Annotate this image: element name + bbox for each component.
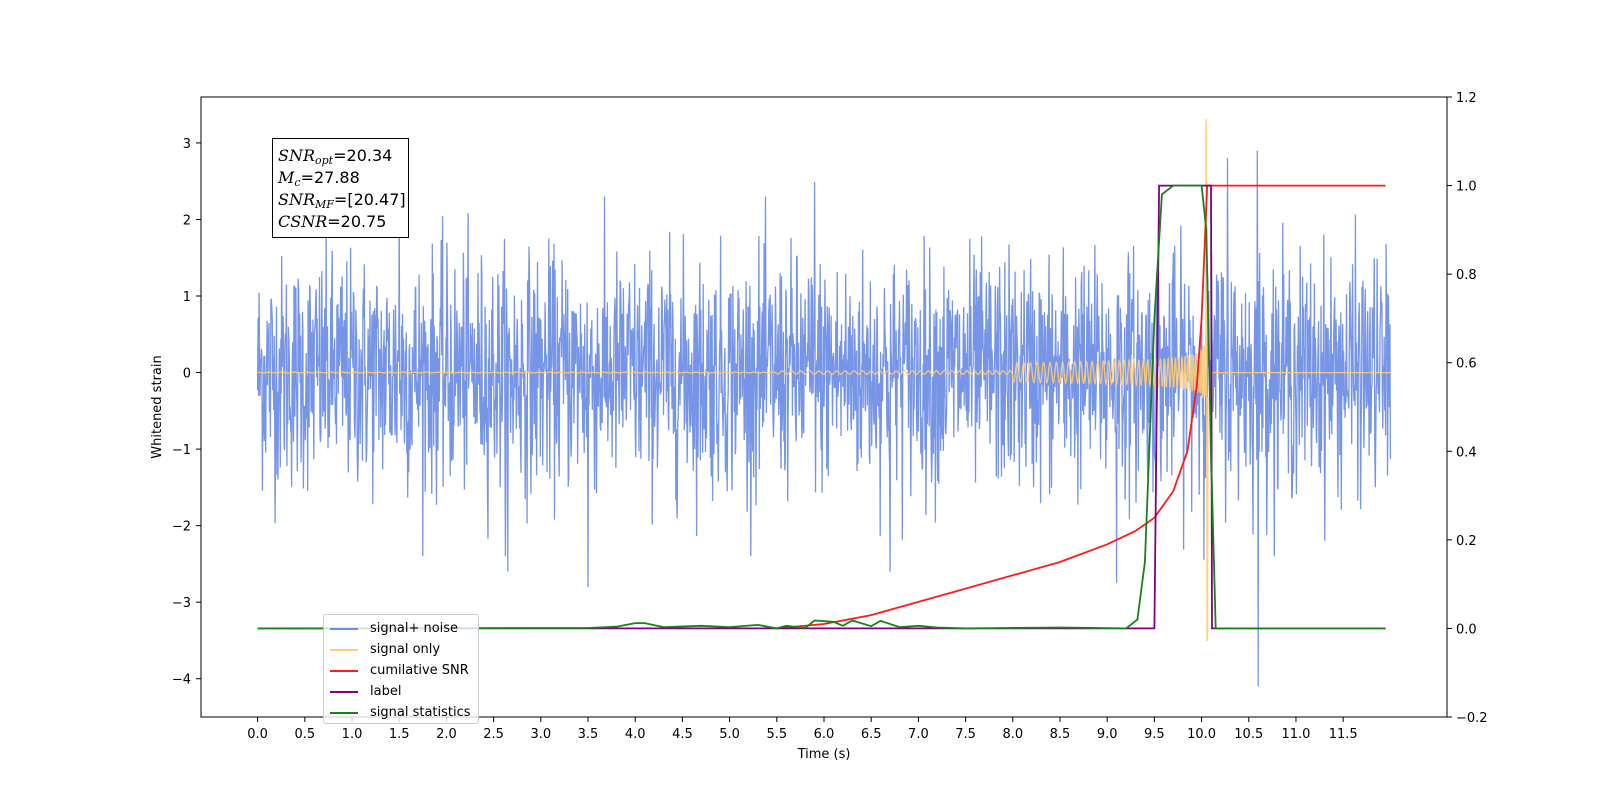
mc-value: =27.88 (300, 168, 360, 187)
x-tick-label: 7.0 (908, 727, 929, 742)
x-tick-label: 2.5 (483, 727, 504, 742)
series-signal-statistics-line (257, 184, 1386, 630)
stats-annotation-box: SNRopt=20.34 Mc=27.88 SNRMF=[20.47] CSNR… (272, 138, 409, 238)
x-tick-label: 11.5 (1329, 727, 1358, 742)
x-tick-label: 4.0 (625, 727, 646, 742)
x-tick-label: 11.0 (1281, 727, 1310, 742)
x-tick-label: 2.0 (436, 727, 457, 742)
x-tick-label: 1.5 (389, 727, 410, 742)
y2-tick-label: −0.2 (1456, 711, 1488, 726)
y2-tick-label: 0.0 (1456, 622, 1477, 637)
y-tick-label: −3 (172, 596, 191, 611)
x-tick-label: 9.0 (1097, 727, 1118, 742)
series-signal-only-line (257, 119, 1391, 642)
x-tick-label: 9.5 (1144, 727, 1165, 742)
legend-label: label (370, 684, 402, 699)
y-tick-label: 1 (183, 290, 191, 305)
legend-label: cumilative SNR (370, 663, 469, 678)
legend-label: signal statistics (370, 705, 471, 720)
y-tick-label: 2 (183, 213, 191, 228)
legend-swatch-signal-statistics (330, 711, 358, 714)
y2-tick-label: 1.0 (1456, 180, 1477, 195)
y2-tick-label: 0.2 (1456, 534, 1477, 549)
y-tick-label: −1 (172, 443, 191, 458)
x-tick-label: 3.5 (578, 727, 599, 742)
legend: signal+ noise signal only cumilative SNR… (323, 614, 479, 724)
y2-tick-label: 0.8 (1456, 268, 1477, 283)
snr-mf-value: =[20.47] (333, 190, 406, 209)
legend-label: signal only (370, 642, 441, 657)
x-tick-label: 6.0 (814, 727, 835, 742)
y2-tick-label: 0.4 (1456, 445, 1477, 460)
csnr-value: =20.75 (327, 212, 387, 231)
x-tick-label: 0.5 (294, 727, 315, 742)
x-tick-label: 10.5 (1234, 727, 1263, 742)
legend-swatch-label (330, 690, 358, 693)
legend-item-signal-only: signal only (330, 639, 478, 660)
y-axis-ticks: 3 2 1 0 −1 −2 −3 −4 (172, 137, 201, 688)
y-axis-label: Whitened strain (150, 355, 165, 458)
y-tick-label: 0 (183, 367, 191, 382)
y-tick-label: −4 (172, 673, 191, 688)
series-cumulative-snr-line (776, 184, 1386, 630)
x-tick-label: 8.0 (1002, 727, 1023, 742)
x-tick-label: 0.0 (247, 727, 268, 742)
legend-swatch-cumulative-snr (330, 669, 358, 672)
x-axis-ticks: 0.0 0.5 1.0 1.5 2.0 2.5 3.0 3.5 4.0 4.5 5.0 5.5 6.0 6… (247, 717, 1358, 742)
mc-line: Mc=27.88 (278, 168, 360, 189)
y2-tick-label: 0.6 (1456, 357, 1477, 372)
legend-label: signal+ noise (370, 621, 459, 636)
data-layer (256, 119, 1392, 687)
legend-swatch-signal-only (330, 648, 358, 651)
snr-opt-value: =20.34 (333, 146, 393, 165)
legend-item-signal-statistics: signal statistics (330, 702, 478, 723)
x-tick-label: 6.5 (861, 727, 882, 742)
x-axis-label: Time (s) (797, 747, 851, 762)
snr-opt-line: SNRopt=20.34 (278, 146, 393, 167)
x-tick-label: 8.5 (1050, 727, 1071, 742)
x-tick-label: 5.0 (719, 727, 740, 742)
x-tick-label: 5.5 (766, 727, 787, 742)
snr-mf-line: SNRMF=[20.47] (278, 190, 406, 211)
x-tick-label: 10.0 (1187, 727, 1216, 742)
x-tick-label: 3.0 (530, 727, 551, 742)
x-tick-label: 4.5 (672, 727, 693, 742)
x-tick-label: 7.5 (955, 727, 976, 742)
y2-tick-label: 1.2 (1456, 91, 1477, 106)
y-tick-label: 3 (183, 137, 191, 152)
x-tick-label: 1.0 (342, 727, 363, 742)
csnr-line: CSNR=20.75 (278, 212, 387, 231)
y2-axis-ticks: 1.2 1.0 0.8 0.6 0.4 0.2 0.0 −0.2 (1447, 91, 1488, 726)
y-tick-label: −2 (172, 520, 191, 535)
legend-item-label: label (330, 681, 478, 702)
legend-swatch-signal-noise (330, 627, 358, 630)
legend-item-signal-noise: signal+ noise (330, 618, 478, 639)
legend-item-cumulative-snr: cumilative SNR (330, 660, 478, 681)
